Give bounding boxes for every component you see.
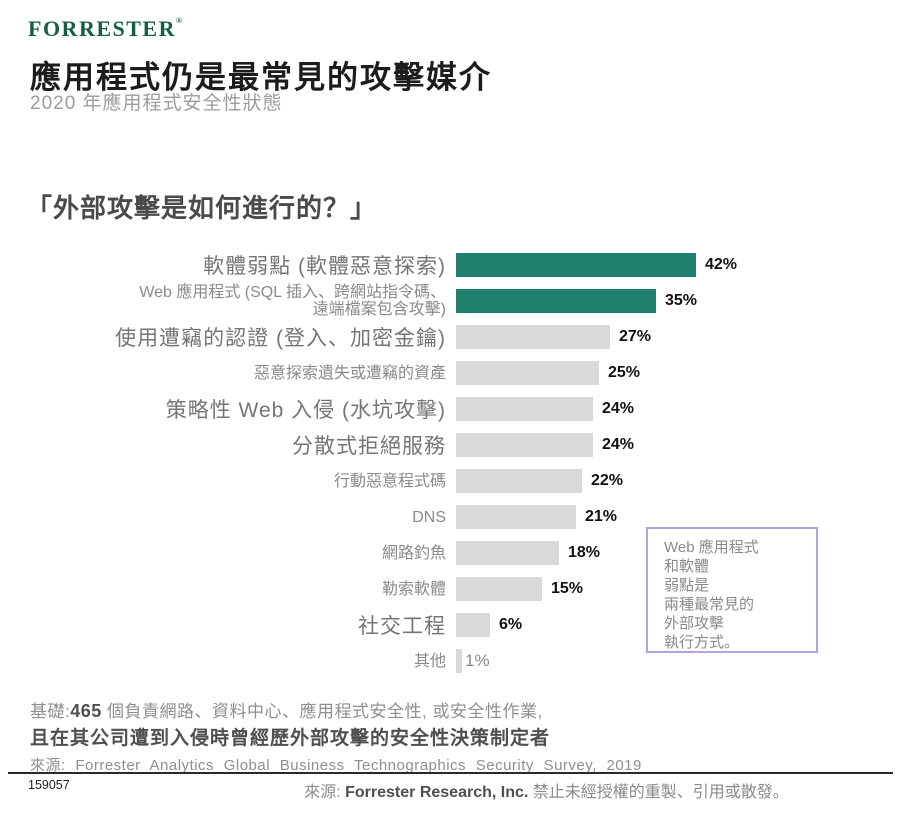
- category-label-line1: 策略性 Web 入侵 (水坑攻擊): [165, 399, 446, 422]
- category-label: 使用遭竊的認證 (登入、加密金鑰): [0, 322, 452, 352]
- footnote-base-suffix: 個負責網路、資料中心、應用程式安全性, 或安全性作業,: [101, 702, 543, 721]
- category-label-line1: Web 應用程式 (SQL 插入、跨網站指令碼、: [139, 284, 446, 301]
- category-label-line1: 分散式拒絕服務: [292, 435, 446, 458]
- callout-line: 外部攻擊: [664, 615, 725, 632]
- value-label: 18%: [568, 544, 601, 561]
- value-label: 25%: [608, 364, 641, 381]
- category-label-line1: 網路釣魚: [381, 544, 446, 562]
- trademark-mark: ®: [175, 16, 184, 25]
- copyright-suffix: 禁止未經授權的重製、引用或散發。: [528, 784, 789, 801]
- category-label: 其他: [0, 653, 452, 670]
- callout-box: Web 應用程式 和軟體弱點是兩種最常見的 外部攻擊執行方式。: [646, 527, 818, 653]
- bar: [456, 433, 593, 457]
- bar: [456, 613, 490, 637]
- category-label-line1: 勒索軟體: [381, 580, 446, 598]
- chart-row: 勒索軟體 15%: [0, 571, 880, 607]
- survey-question: 「外部攻擊是如何進行的？」: [26, 193, 378, 223]
- category-label-line1: 其他: [413, 652, 446, 670]
- page-title: 應用程式仍是最常見的攻擊媒介: [30, 60, 492, 95]
- category-label: 軟體弱點 (軟體惡意探索): [0, 250, 452, 280]
- chart-row: 網路釣魚 18%: [0, 535, 880, 571]
- category-label: 社交工程: [0, 610, 452, 640]
- value-label: 35%: [665, 292, 698, 309]
- bar: [456, 541, 559, 565]
- category-label: Web 應用程式 (SQL 插入、跨網站指令碼、 遠端檔案包含攻擊): [0, 284, 452, 318]
- value-label: 21%: [585, 508, 618, 525]
- callout-line: Web 應用程式: [664, 539, 759, 556]
- value-label: 15%: [551, 580, 584, 597]
- chart-row: 分散式拒絕服務 24%: [0, 427, 880, 463]
- chart-row: 使用遭竊的認證 (登入、加密金鑰) 27%: [0, 319, 880, 355]
- chart-row: DNS 21%: [0, 499, 880, 535]
- forrester-logo-text: FORRESTER: [28, 16, 176, 41]
- chart-row: Web 應用程式 (SQL 插入、跨網站指令碼、 遠端檔案包含攻擊) 35%: [0, 283, 880, 319]
- callout-line: 弱點是: [664, 577, 710, 594]
- footer-divider: [8, 772, 893, 774]
- category-label: DNS: [0, 509, 452, 526]
- category-label: 網路釣魚: [0, 545, 452, 562]
- value-label: 1%: [465, 651, 490, 670]
- bar: [456, 577, 542, 601]
- bar-chart: 軟體弱點 (軟體惡意探索) 42% Web 應用程式 (SQL 插入、跨網站指令碼、…: [0, 247, 880, 679]
- footnote-base-count: 465: [70, 701, 102, 721]
- callout-line: 和軟體: [664, 558, 710, 575]
- chart-row: 其他 1%: [0, 643, 880, 679]
- category-label-line1: 社交工程: [358, 615, 446, 638]
- category-label: 行動惡意程式碼: [0, 473, 452, 490]
- document-id: 159057: [28, 778, 70, 792]
- copyright-prefix: 來源:: [304, 784, 346, 801]
- bar: [456, 397, 593, 421]
- copyright-company: Forrester Research, Inc.: [345, 784, 529, 801]
- bar: [456, 361, 599, 385]
- chart-row: 策略性 Web 入侵 (水坑攻擊) 24%: [0, 391, 880, 427]
- bar: [456, 325, 610, 349]
- category-label: 策略性 Web 入侵 (水坑攻擊): [0, 394, 452, 424]
- footnote-base-prefix: 基礎:: [30, 702, 71, 721]
- category-label-line1: DNS: [412, 508, 446, 526]
- callout-line: 執行方式。: [664, 634, 740, 651]
- category-label: 分散式拒絕服務: [0, 430, 452, 460]
- category-label-line1: 軟體弱點 (軟體惡意探索): [203, 255, 446, 278]
- bar: [456, 253, 696, 277]
- value-label: 22%: [591, 472, 624, 489]
- footnote: 基礎:465 個負責網路、資料中心、應用程式安全性, 或安全性作業, 且在其公司…: [30, 697, 642, 775]
- category-label-line1: 惡意探索遺失或遭竊的資產: [253, 364, 446, 382]
- bar: [456, 649, 462, 673]
- category-label: 惡意探索遺失或遭竊的資產: [0, 365, 452, 382]
- category-label: 勒索軟體: [0, 581, 452, 598]
- bar: [456, 469, 582, 493]
- footnote-base-line1: 基礎:465 個負責網路、資料中心、應用程式安全性, 或安全性作業,: [30, 697, 642, 722]
- value-label: 42%: [705, 256, 738, 273]
- chart-row: 社交工程 6%: [0, 607, 880, 643]
- forrester-logo: FORRESTER®: [28, 16, 183, 42]
- category-label-line2: 遠端檔案包含攻擊): [312, 301, 446, 318]
- callout-line: 兩種最常見的: [664, 596, 755, 613]
- value-label: 24%: [602, 400, 635, 417]
- page-subtitle: 2020 年應用程式安全性狀態: [30, 93, 283, 114]
- category-label-line1: 行動惡意程式碼: [333, 472, 446, 490]
- chart-row: 行動惡意程式碼 22%: [0, 463, 880, 499]
- category-label-line1: 使用遭竊的認證 (登入、加密金鑰): [115, 327, 446, 350]
- bar: [456, 289, 656, 313]
- value-label: 27%: [619, 328, 652, 345]
- footnote-base-line2: 且在其公司遭到入侵時曾經歷外部攻擊的安全性決策制定者: [30, 728, 551, 749]
- bar: [456, 505, 576, 529]
- chart-row: 軟體弱點 (軟體惡意探索) 42%: [0, 247, 880, 283]
- footnote-source: 來源: Forrester Analytics Global Business …: [30, 757, 642, 774]
- chart-row: 惡意探索遺失或遭竊的資產 25%: [0, 355, 880, 391]
- value-label: 6%: [499, 616, 523, 633]
- value-label: 24%: [602, 436, 635, 453]
- copyright-line: 來源: Forrester Research, Inc. 禁止未經授權的重製、引…: [200, 778, 893, 802]
